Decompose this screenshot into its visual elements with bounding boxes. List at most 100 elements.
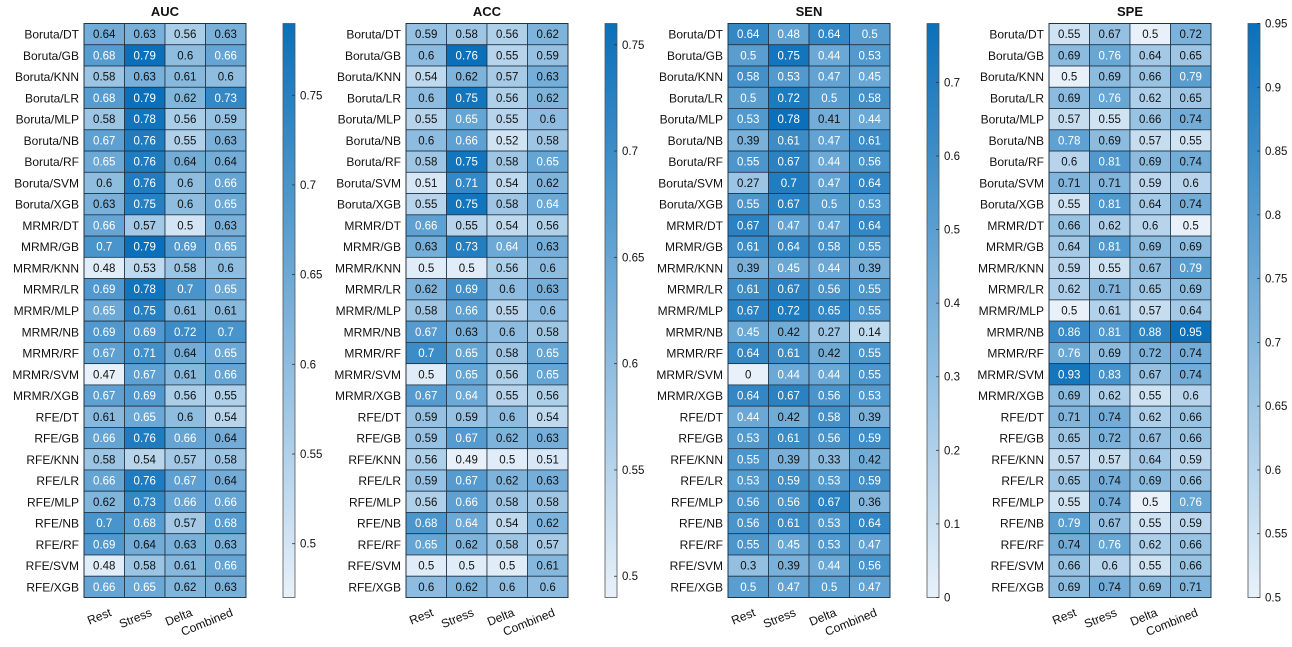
cell-value-label: 0.59	[1180, 518, 1202, 530]
row-label: Boruta/SVM	[979, 176, 1044, 190]
cell-value-label: 0.53	[818, 539, 840, 551]
row-label: Boruta/XGB	[980, 198, 1044, 212]
row-label: Boruta/DT	[668, 28, 723, 42]
cell-value-label: 0.63	[537, 476, 559, 488]
row-label: MRMR/GB	[21, 240, 79, 254]
row-label: MRMR/KNN	[13, 261, 79, 275]
cell-value-label: 0.49	[456, 454, 478, 466]
cell-value-label: 0.64	[174, 348, 197, 360]
cell-value-label: 0.5	[1142, 29, 1158, 41]
cell-value-label: 0.62	[1139, 412, 1161, 424]
row-label: RFE/SVM	[348, 559, 401, 573]
row-label: RFE/GB	[678, 432, 723, 446]
panel-title: SEN	[796, 4, 823, 19]
cell-value-label: 0.47	[778, 582, 800, 594]
row-label: MRMR/DT	[987, 219, 1044, 233]
cell-value-label: 0.71	[1058, 412, 1080, 424]
cell-value-label: 0.47	[818, 135, 840, 147]
row-label: MRMR/KNN	[335, 261, 401, 275]
cell-value-label: 0.6	[177, 199, 193, 211]
cell-value-label: 0.55	[737, 157, 759, 169]
cell-value-label: 0.56	[496, 29, 518, 41]
cell-value-label: 0.63	[456, 327, 478, 339]
cell-value-label: 0.39	[859, 263, 881, 275]
cell-value-label: 0.58	[496, 348, 518, 360]
cell-value-label: 0.45	[778, 539, 800, 551]
cell-value-label: 0.63	[537, 433, 559, 445]
cell-value-label: 0.67	[1139, 369, 1161, 381]
cell-value-label: 0.53	[737, 433, 759, 445]
cell-value-label: 0.69	[174, 242, 196, 254]
cell-value-label: 0.65	[456, 114, 478, 126]
cell-value-label: 0.79	[1058, 518, 1080, 530]
cell-value-label: 0.63	[215, 582, 237, 594]
row-label: Boruta/KNN	[980, 70, 1044, 84]
cell-value-label: 0.6	[418, 582, 434, 594]
cell-value-label: 0.68	[134, 518, 156, 530]
cell-value-label: 0.5	[740, 93, 756, 105]
row-label: RFE/RF	[680, 538, 723, 552]
colorbar-tick-label: 0.55	[1265, 529, 1287, 541]
cell-value-label: 0.75	[778, 50, 800, 62]
row-label: RFE/XGB	[26, 580, 79, 594]
cell-value-label: 0.55	[174, 135, 196, 147]
cell-value-label: 0.41	[818, 114, 840, 126]
cell-value-label: 0.5	[177, 220, 193, 232]
row-label: MRMR/SVM	[656, 368, 723, 382]
cell-value-label: 0.62	[1058, 284, 1080, 296]
cell-value-label: 0.55	[1058, 29, 1080, 41]
cell-value-label: 0.78	[134, 114, 156, 126]
cell-value-label: 0.7	[218, 327, 234, 339]
heatmap-panel-sen: SEN 0.64 0.48 0.64 0.5 0.5 0.75 0.44 0.53 0.58 0.5…	[656, 4, 960, 639]
row-label: Boruta/DT	[24, 28, 79, 42]
cell-value-label: 0.5	[821, 199, 837, 211]
cell-value-label: 0.56	[818, 433, 840, 445]
cell-value-label: 0.61	[1099, 306, 1121, 318]
row-label: Boruta/KNN	[337, 70, 401, 84]
cell-value-label: 0.5	[740, 582, 756, 594]
cell-value-label: 0.55	[415, 114, 437, 126]
cell-value-label: 0.65	[456, 369, 478, 381]
cell-value-label: 0.61	[174, 72, 196, 84]
cell-value-label: 0.58	[415, 306, 437, 318]
cell-value-label: 0.64	[93, 29, 116, 41]
cell-value-label: 0.68	[215, 518, 237, 530]
row-label: MRMR/DT	[22, 219, 79, 233]
cell-value-label: 0.68	[415, 518, 437, 530]
panel-title: SPE	[1117, 4, 1143, 19]
cell-value-label: 0.73	[134, 497, 156, 509]
cell-value-label: 0.58	[93, 72, 115, 84]
cell-value-label: 0	[745, 369, 751, 381]
cell-value-label: 0.6	[540, 114, 556, 126]
colorbar-tick-label: 0.8	[1265, 210, 1281, 222]
cell-value-label: 0.55	[1099, 263, 1121, 275]
colorbar	[1247, 23, 1261, 598]
cell-value-label: 0.44	[818, 369, 841, 381]
cell-value-label: 0.55	[496, 50, 518, 62]
cell-value-label: 0.65	[1058, 476, 1080, 488]
cell-value-label: 0.74	[1099, 582, 1122, 594]
cell-value-label: 0.6	[177, 178, 193, 190]
cell-value-label: 0.47	[818, 220, 840, 232]
cell-value-label: 0.5	[1183, 220, 1199, 232]
row-label: MRMR/LR	[23, 283, 79, 297]
cell-value-label: 0.47	[778, 220, 800, 232]
column-label: Stress	[761, 605, 798, 631]
cell-value-label: 0.67	[1139, 433, 1161, 445]
cell-value-label: 0.65	[415, 539, 437, 551]
cell-value-label: 0.27	[818, 327, 840, 339]
cell-value-label: 0.59	[1139, 178, 1161, 190]
row-label: Boruta/LR	[347, 91, 401, 105]
cell-value-label: 0.7	[781, 178, 797, 190]
cell-value-label: 0.58	[456, 29, 478, 41]
cell-value-label: 0.64	[737, 391, 760, 403]
cell-value-label: 0.6	[499, 412, 515, 424]
cell-value-label: 0.27	[737, 178, 759, 190]
column-label: Stress	[439, 605, 476, 631]
row-label: MRMR/NB	[987, 325, 1044, 339]
cell-value-label: 0.93	[1058, 369, 1080, 381]
cell-value-label: 0.58	[215, 454, 237, 466]
colorbar-tick-label: 0.5	[944, 225, 960, 237]
cell-value-label: 0.64	[215, 476, 238, 488]
